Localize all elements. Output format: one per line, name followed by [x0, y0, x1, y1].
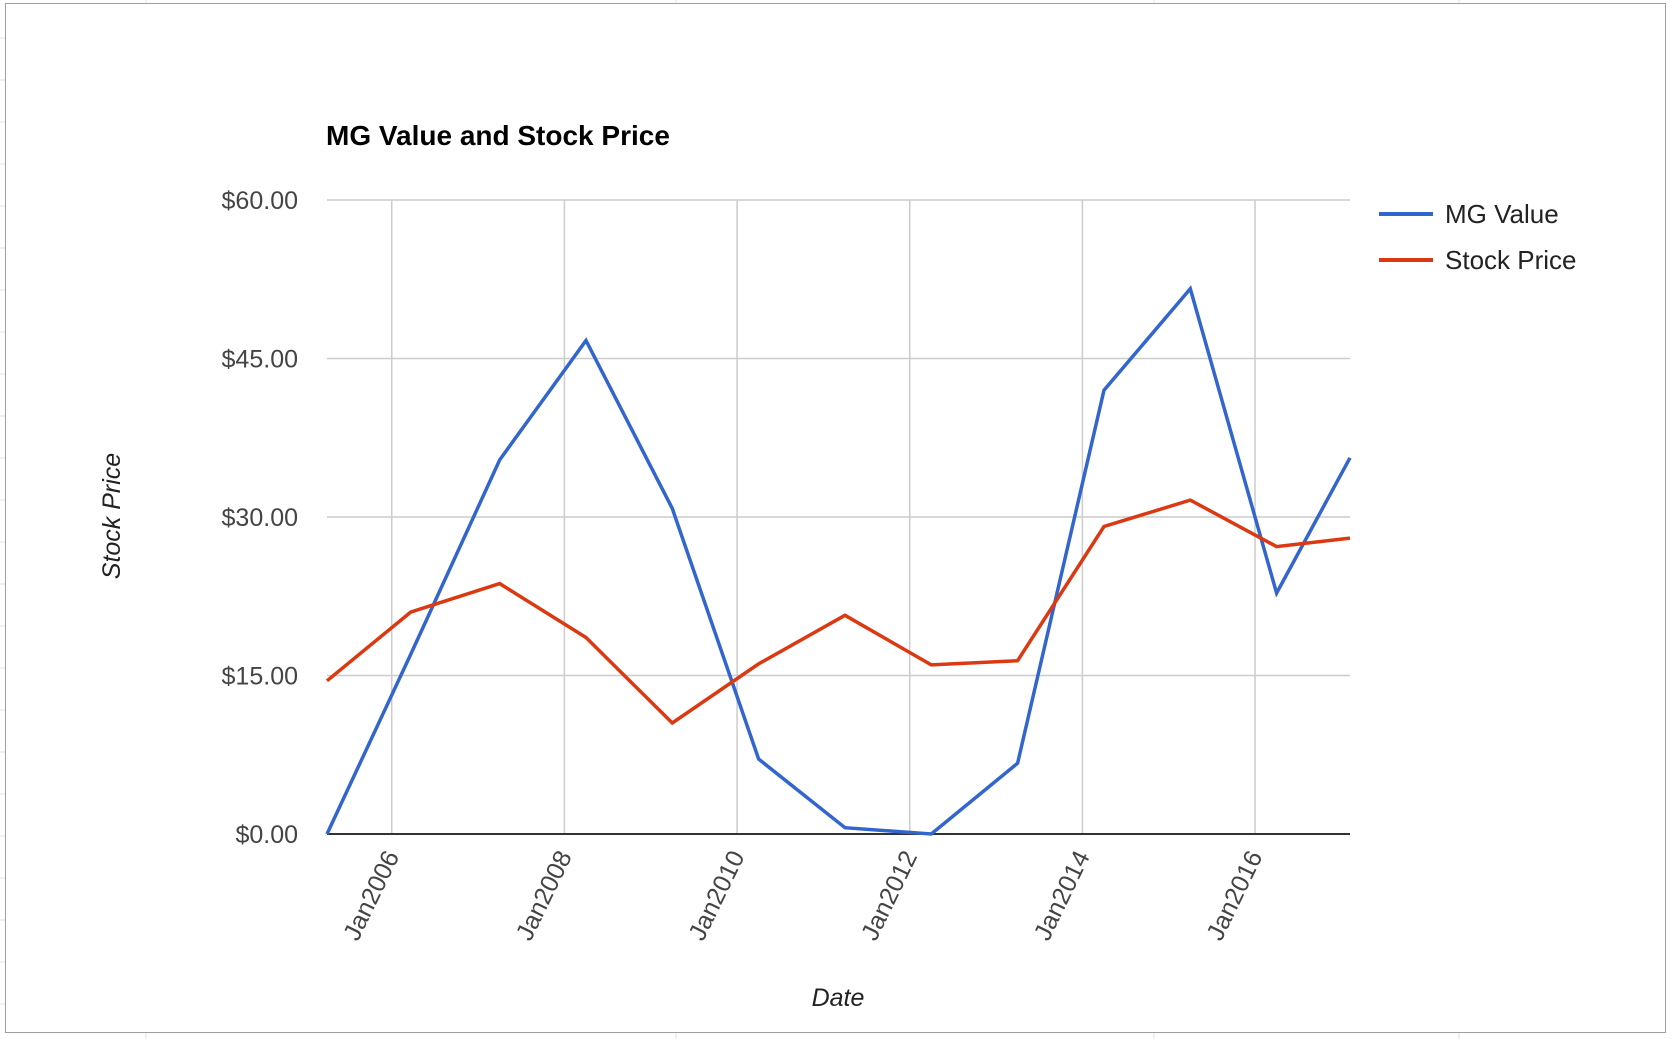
x-axis-ticks: Jan2006 Jan2008 Jan2010 Jan2012 Jan2014 Jan20…: [338, 846, 1269, 945]
chart-title: MG Value and Stock Price: [326, 120, 670, 151]
series-line-stock-price[interactable]: [325, 498, 1351, 726]
y-axis-label: Stock Price: [98, 453, 126, 579]
y-tick-label: $30.00: [222, 504, 298, 532]
x-axis-label: Date: [812, 984, 865, 1012]
series-line-mg-value[interactable]: [325, 285, 1352, 836]
x-tick-label: Jan2010: [683, 846, 750, 945]
y-axis-ticks: $0.00 $15.00 $30.00 $45.00 $60.00: [222, 187, 298, 849]
chart-container[interactable]: [5, 3, 1666, 1033]
y-tick-label: $0.00: [235, 821, 298, 849]
legend-item[interactable]: Stock Price: [1379, 245, 1577, 275]
x-tick-label: Jan2016: [1201, 846, 1268, 945]
series-lines: [325, 285, 1352, 836]
y-tick-label: $60.00: [222, 187, 298, 215]
x-tick-label: Jan2014: [1029, 846, 1096, 945]
legend-item[interactable]: MG Value: [1379, 199, 1559, 229]
x-tick-label: Jan2006: [338, 846, 405, 945]
y-tick-label: $45.00: [222, 346, 298, 374]
chart-legend: MG Value Stock Price: [1379, 199, 1577, 275]
legend-label: MG Value: [1445, 199, 1559, 229]
y-tick-label: $15.00: [222, 663, 298, 691]
gridlines: [327, 199, 1350, 834]
x-tick-label: Jan2008: [511, 846, 578, 945]
x-tick-label: Jan2012: [856, 846, 923, 945]
legend-label: Stock Price: [1445, 245, 1577, 275]
